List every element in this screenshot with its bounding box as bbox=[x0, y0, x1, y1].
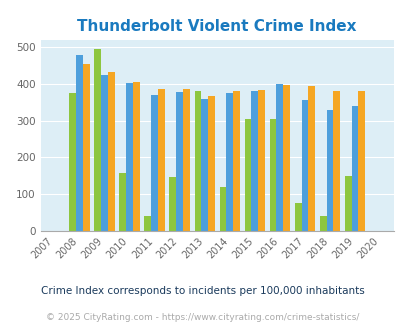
Bar bbox=[333, 91, 339, 231]
Bar bbox=[194, 91, 201, 231]
Bar bbox=[307, 86, 314, 231]
Text: Crime Index corresponds to incidents per 100,000 inhabitants: Crime Index corresponds to incidents per… bbox=[41, 286, 364, 296]
Bar bbox=[158, 88, 164, 231]
Bar bbox=[69, 93, 76, 231]
Bar bbox=[326, 110, 333, 231]
Bar bbox=[101, 75, 108, 231]
Bar bbox=[283, 84, 289, 231]
Bar bbox=[76, 55, 83, 231]
Bar bbox=[119, 173, 126, 231]
Bar bbox=[232, 91, 239, 231]
Bar bbox=[319, 216, 326, 231]
Text: © 2025 CityRating.com - https://www.cityrating.com/crime-statistics/: © 2025 CityRating.com - https://www.city… bbox=[46, 313, 359, 322]
Bar bbox=[276, 84, 283, 231]
Bar bbox=[258, 90, 264, 231]
Bar bbox=[269, 119, 276, 231]
Bar bbox=[183, 88, 189, 231]
Title: Thunderbolt Violent Crime Index: Thunderbolt Violent Crime Index bbox=[77, 19, 356, 34]
Bar bbox=[207, 96, 214, 231]
Bar bbox=[301, 100, 307, 231]
Bar bbox=[83, 63, 90, 231]
Bar bbox=[144, 216, 151, 231]
Bar bbox=[344, 176, 351, 231]
Bar bbox=[351, 106, 358, 231]
Bar bbox=[94, 49, 101, 231]
Bar bbox=[126, 83, 132, 231]
Bar bbox=[108, 72, 114, 231]
Bar bbox=[132, 82, 139, 231]
Bar bbox=[358, 91, 364, 231]
Bar bbox=[226, 93, 232, 231]
Bar bbox=[251, 91, 258, 231]
Bar bbox=[176, 92, 183, 231]
Bar bbox=[294, 203, 301, 231]
Bar bbox=[151, 95, 158, 231]
Bar bbox=[201, 99, 207, 231]
Bar bbox=[219, 187, 226, 231]
Bar bbox=[169, 177, 176, 231]
Bar bbox=[244, 119, 251, 231]
